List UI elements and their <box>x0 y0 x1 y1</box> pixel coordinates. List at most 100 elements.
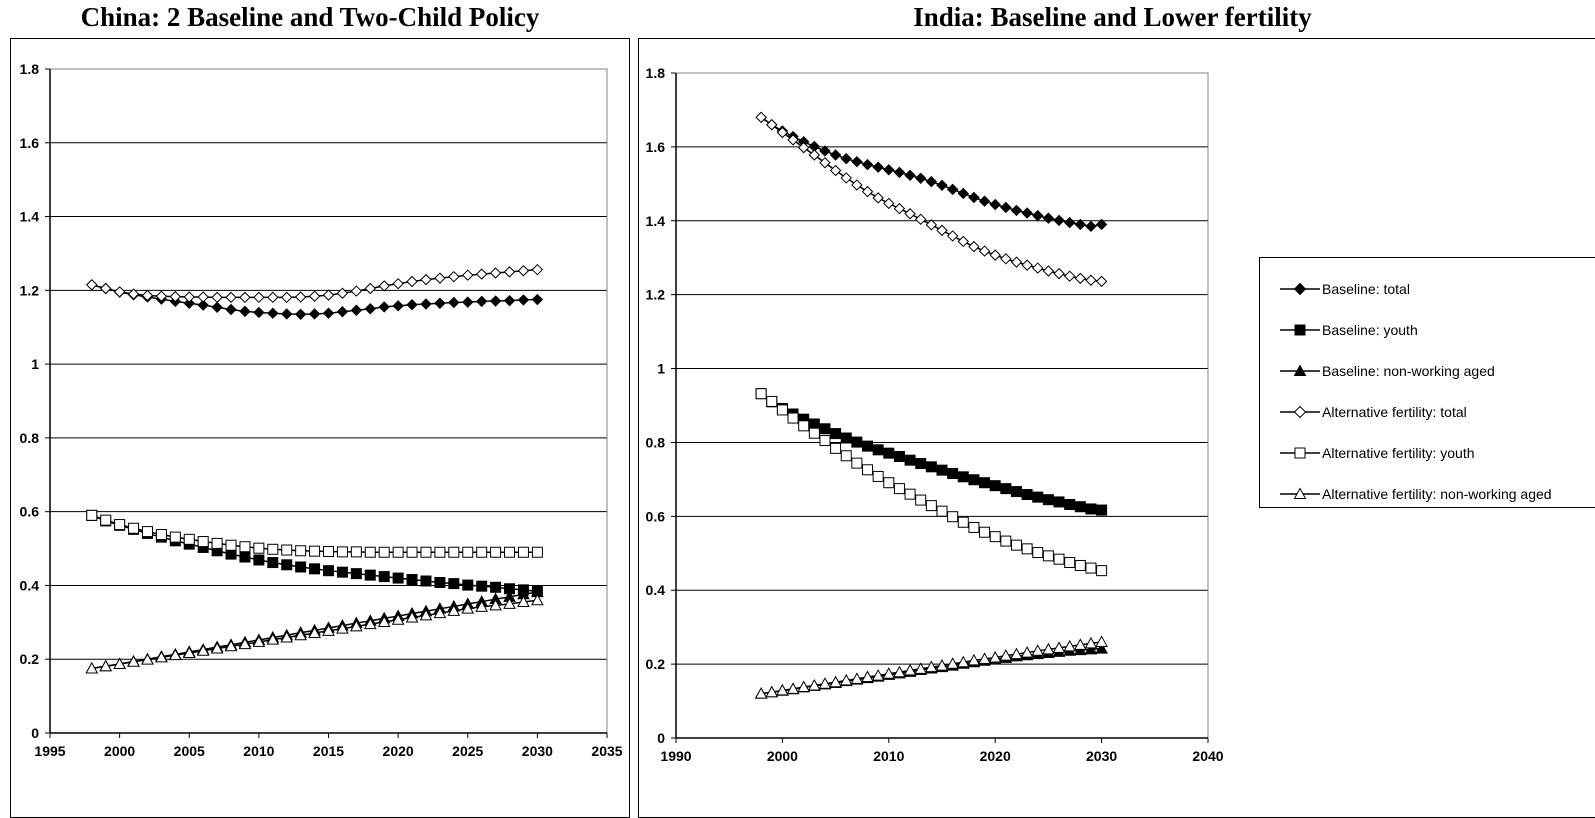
india-data-point-4 <box>776 404 788 416</box>
legend-swatch-filled-square <box>1280 324 1320 336</box>
china-data-point-4 <box>225 539 237 551</box>
legend-item-baseline-non-working-aged: Baseline: non-working aged <box>1280 361 1495 381</box>
china-data-point-3 <box>475 268 488 280</box>
india-data-point-4 <box>1010 539 1022 551</box>
legend-swatch-open-diamond <box>1280 405 1320 419</box>
india-data-point-4 <box>840 450 852 462</box>
china-data-point-5 <box>503 597 516 609</box>
china-y-tick-label: 1.4 <box>20 209 40 225</box>
china-data-point-0 <box>239 305 251 318</box>
china-data-point-0 <box>392 300 404 312</box>
china-data-point-3 <box>503 266 516 278</box>
india-data-point-4 <box>830 442 842 454</box>
china-data-point-5 <box>531 593 544 606</box>
china-data-point-0 <box>183 297 195 309</box>
india-data-point-1 <box>1096 504 1108 516</box>
china-data-point-5 <box>294 628 307 641</box>
india-data-point-4 <box>1053 553 1065 565</box>
india-data-point-3 <box>808 149 821 161</box>
china-data-point-0 <box>489 295 502 307</box>
india-data-point-1 <box>862 440 874 452</box>
china-data-point-1 <box>253 554 265 566</box>
india-data-point-0 <box>893 166 906 179</box>
india-data-point-1 <box>808 418 820 430</box>
china-data-point-3 <box>350 285 363 297</box>
legend-item-baseline-total: Baseline: total <box>1280 279 1410 299</box>
india-data-point-1 <box>925 461 937 473</box>
legend-item-baseline-youth: Baseline: youth <box>1280 320 1418 340</box>
china-x-tick-label: 2035 <box>591 743 622 759</box>
china-data-point-4 <box>434 546 446 558</box>
india-data-point-4 <box>808 427 820 439</box>
india-data-point-3 <box>787 134 799 146</box>
china-data-point-0 <box>448 296 460 309</box>
india-data-point-4 <box>1021 543 1033 555</box>
india-x-tick-label: 2010 <box>873 748 904 764</box>
china-data-point-5 <box>475 600 489 612</box>
india-data-point-4 <box>957 516 969 528</box>
china-data-point-3 <box>489 267 502 279</box>
india-data-point-1 <box>840 432 852 444</box>
china-data-point-1 <box>392 572 404 584</box>
india-x-tick-label: 2020 <box>980 748 1011 764</box>
legend-label: Baseline: non-working aged <box>1322 363 1495 379</box>
india-data-point-3 <box>819 157 831 169</box>
china-data-point-0 <box>322 307 335 319</box>
china-x-tick-label: 2020 <box>383 743 414 759</box>
china-data-point-1 <box>434 576 446 588</box>
india-data-point-5 <box>754 687 768 699</box>
china-data-point-4 <box>128 522 140 534</box>
india-data-point-3 <box>915 213 927 226</box>
india-data-point-5 <box>1063 639 1077 652</box>
china-data-point-0 <box>197 299 209 311</box>
india-data-point-0 <box>946 183 959 196</box>
china-data-point-3 <box>434 272 446 284</box>
china-data-point-0 <box>475 295 488 308</box>
china-data-point-4 <box>114 519 126 531</box>
china-data-point-4 <box>267 543 279 555</box>
china-data-point-4 <box>141 526 153 538</box>
india-data-point-5 <box>978 652 991 664</box>
china-data-point-4 <box>253 542 265 554</box>
india-data-point-5 <box>871 669 885 681</box>
india-data-point-3 <box>776 126 789 139</box>
china-data-point-5 <box>405 611 419 623</box>
india-data-point-0 <box>1074 218 1087 231</box>
india-data-point-3 <box>829 164 842 177</box>
china-data-point-5 <box>377 615 391 627</box>
india-data-point-4 <box>1000 535 1012 547</box>
india-data-point-5 <box>765 685 779 698</box>
india-data-point-1 <box>936 464 948 476</box>
india-data-point-3 <box>1095 275 1108 288</box>
india-data-point-0 <box>840 153 852 165</box>
india-data-point-3 <box>883 197 895 210</box>
india-data-point-3 <box>925 219 938 231</box>
india-data-point-5 <box>914 662 928 674</box>
china-data-point-0 <box>308 308 321 320</box>
china-data-point-5 <box>461 602 475 614</box>
china-x-tick-label: 2030 <box>522 743 553 759</box>
india-data-point-3 <box>1053 267 1065 280</box>
india-data-point-0 <box>1021 207 1033 219</box>
china-data-point-5 <box>391 613 405 625</box>
india-data-point-5 <box>1042 642 1055 655</box>
india-data-point-3 <box>1010 256 1023 268</box>
china-data-point-4 <box>155 529 167 541</box>
china-data-point-3 <box>462 269 474 281</box>
india-data-point-4 <box>947 511 959 523</box>
india-data-point-1 <box>957 471 969 483</box>
india-y-tick-label: 1.8 <box>646 65 666 81</box>
india-data-point-1 <box>830 428 842 440</box>
india-x-tick-label: 1990 <box>660 748 691 764</box>
china-data-point-3 <box>239 291 251 304</box>
china-data-point-0 <box>267 307 279 319</box>
india-data-point-3 <box>1032 262 1044 274</box>
china-data-point-0 <box>211 301 223 314</box>
india-data-point-3 <box>851 179 863 191</box>
china-data-point-1 <box>476 580 488 592</box>
china-chart-panel: 0 0.2 0.4 0.6 0.8 1 1.2 1.4 1.6 1.8 1995 2000 2005 20… <box>10 38 630 818</box>
legend-swatch-filled-triangle <box>1280 364 1320 376</box>
china-data-point-0 <box>503 294 516 307</box>
india-data-point-0 <box>989 198 1001 211</box>
india-data-point-1 <box>893 450 905 462</box>
